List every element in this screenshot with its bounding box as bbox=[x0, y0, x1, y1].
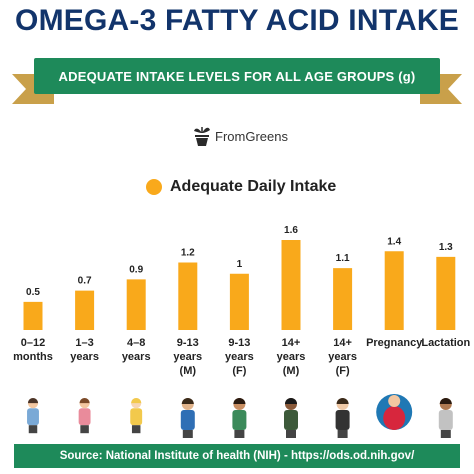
value-label-3: 1.2 bbox=[181, 248, 195, 259]
legend-label: Adequate Daily Intake bbox=[170, 178, 337, 195]
mother-with-child-icon bbox=[78, 398, 91, 434]
subtitle-ribbon: ADEQUATE INTAKE LEVELS FOR ALL AGE GROUP… bbox=[34, 58, 440, 94]
woman-icon bbox=[335, 398, 350, 438]
bar-0 bbox=[23, 301, 43, 330]
source-text: Source: National Institute of health (NI… bbox=[59, 450, 415, 462]
toddler-icon bbox=[130, 398, 143, 434]
bar-7 bbox=[384, 251, 404, 330]
value-label-0: 0.5 bbox=[26, 287, 40, 298]
pregnant-woman-icon bbox=[376, 394, 413, 430]
category-label-7-0: Pregnancy bbox=[366, 337, 423, 349]
parent-with-infant-icon bbox=[27, 398, 39, 434]
category-label-5-2: (M) bbox=[283, 365, 300, 377]
category-label-2-1: years bbox=[122, 351, 151, 363]
category-label-4-2: (F) bbox=[232, 365, 246, 377]
category-label-6-1: years bbox=[328, 351, 357, 363]
bar-1 bbox=[75, 290, 95, 330]
category-label-8-0: Lactation bbox=[421, 337, 470, 349]
category-label-4-0: 9-13 bbox=[228, 337, 250, 349]
category-label-4-1: years bbox=[225, 351, 254, 363]
bar-6 bbox=[333, 268, 353, 330]
source-footer: Source: National Institute of health (NI… bbox=[14, 444, 460, 468]
value-label-5: 1.6 bbox=[284, 225, 298, 236]
value-label-8: 1.3 bbox=[439, 242, 453, 253]
category-label-5-0: 14+ bbox=[282, 337, 301, 349]
category-label-2-0: 4–8 bbox=[127, 337, 145, 349]
bar-chart: 0.5 0–12 months 0.7 1–3 years 0.9 4–8 years 1.2 9-… bbox=[13, 225, 470, 377]
legend-swatch bbox=[146, 179, 162, 195]
subtitle-text: ADEQUATE INTAKE LEVELS FOR ALL AGE GROUP… bbox=[58, 68, 416, 84]
bowl-of-greens-icon bbox=[194, 127, 210, 146]
category-label-3-1: years bbox=[173, 351, 202, 363]
category-label-5-1: years bbox=[277, 351, 306, 363]
category-label-6-2: (F) bbox=[336, 365, 350, 377]
bar-4 bbox=[229, 273, 249, 330]
category-label-3-0: 9-13 bbox=[177, 337, 199, 349]
category-label-6-0: 14+ bbox=[333, 337, 352, 349]
bar-8 bbox=[436, 256, 456, 330]
category-label-0-1: months bbox=[13, 351, 53, 363]
value-label-7: 1.4 bbox=[387, 236, 401, 247]
value-label-1: 0.7 bbox=[78, 276, 92, 287]
age-group-icons bbox=[27, 394, 453, 438]
page-title: OMEGA-3 FATTY ACID INTAKE bbox=[15, 4, 459, 37]
boy-icon bbox=[180, 398, 195, 438]
breastfeeding-woman-icon bbox=[438, 398, 453, 438]
girl-icon bbox=[232, 398, 247, 438]
brand-logo: FromGreens bbox=[192, 124, 288, 148]
bar-3 bbox=[178, 262, 198, 330]
chart-legend: Adequate Daily Intake bbox=[146, 178, 336, 196]
value-label-2: 0.9 bbox=[129, 264, 143, 275]
value-label-6: 1.1 bbox=[336, 253, 350, 264]
category-label-3-2: (M) bbox=[180, 365, 197, 377]
brand-name: FromGreens bbox=[215, 128, 288, 144]
category-label-1-0: 1–3 bbox=[75, 337, 93, 349]
bar-5 bbox=[281, 240, 301, 330]
value-label-4: 1 bbox=[237, 259, 243, 270]
man-icon bbox=[284, 398, 298, 438]
bar-2 bbox=[126, 279, 146, 330]
category-label-1-1: years bbox=[70, 351, 99, 363]
category-label-0-0: 0–12 bbox=[21, 337, 45, 349]
